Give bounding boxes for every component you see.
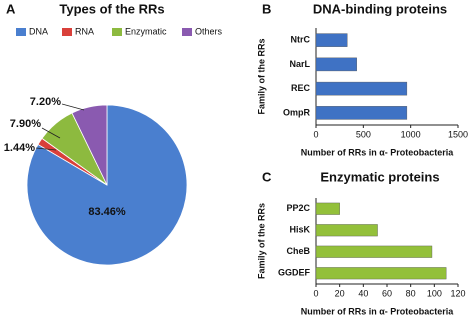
bar [315, 202, 340, 215]
y-axis-title: Family of the RRs [256, 38, 266, 114]
x-tick-label: 0 [313, 129, 318, 139]
y-tick-label: REC [291, 83, 311, 93]
bar [315, 106, 408, 120]
legend-label: Others [195, 26, 223, 36]
legend-label: DNA [29, 26, 48, 36]
legend-swatch [62, 28, 72, 36]
leader-line [35, 147, 57, 151]
panel-label: A [6, 1, 16, 16]
x-tick-label: 100 [427, 288, 442, 298]
data-label: 83.46% [88, 206, 126, 218]
bar [315, 81, 408, 96]
legend-swatch [112, 28, 122, 36]
leader-line [41, 127, 61, 139]
x-tick-label: 20 [335, 288, 345, 298]
chart-title: Enzymatic proteins [320, 169, 439, 184]
chart-title: Types of the RRs [59, 1, 164, 16]
x-tick-label: 500 [356, 129, 371, 139]
x-tick-label: 120 [450, 288, 465, 298]
y-tick-label: GGDEF [278, 268, 311, 278]
x-axis-title: Number of RRs in α- Proteobacteria [301, 147, 455, 157]
legend-swatch [182, 28, 192, 36]
legend-label: Enzymatic [125, 26, 167, 36]
y-tick-label: CheB [286, 246, 310, 256]
chart-title: DNA-binding proteins [313, 1, 447, 16]
panel-label: B [262, 1, 271, 16]
pie-slice [71, 104, 108, 186]
x-tick-label: 80 [406, 288, 416, 298]
bar [315, 57, 357, 72]
x-tick-label: 1500 [448, 129, 468, 139]
y-tick-label: NtrC [291, 35, 311, 45]
legend-swatch [16, 28, 26, 36]
data-label: 7.20% [30, 96, 61, 108]
data-label: 1.44% [4, 142, 35, 154]
y-tick-label: PP2C [286, 203, 310, 213]
bar [315, 267, 447, 280]
y-tick-label: HisK [289, 225, 310, 235]
bar [315, 245, 433, 258]
x-tick-label: 1000 [401, 129, 421, 139]
bar [315, 224, 378, 237]
panel-label: C [262, 169, 272, 184]
x-tick-label: 60 [382, 288, 392, 298]
y-tick-label: NarL [289, 59, 310, 69]
bar [315, 33, 348, 47]
y-axis-title: Family of the RRs [256, 203, 266, 279]
y-tick-label: OmpR [283, 107, 311, 117]
legend-label: RNA [75, 26, 94, 36]
x-tick-label: 40 [358, 288, 368, 298]
x-axis-title: Number of RRs in α- Proteobacteria [301, 306, 455, 316]
data-label: 7.90% [10, 118, 41, 130]
x-tick-label: 0 [313, 288, 318, 298]
leader-line [61, 103, 85, 111]
